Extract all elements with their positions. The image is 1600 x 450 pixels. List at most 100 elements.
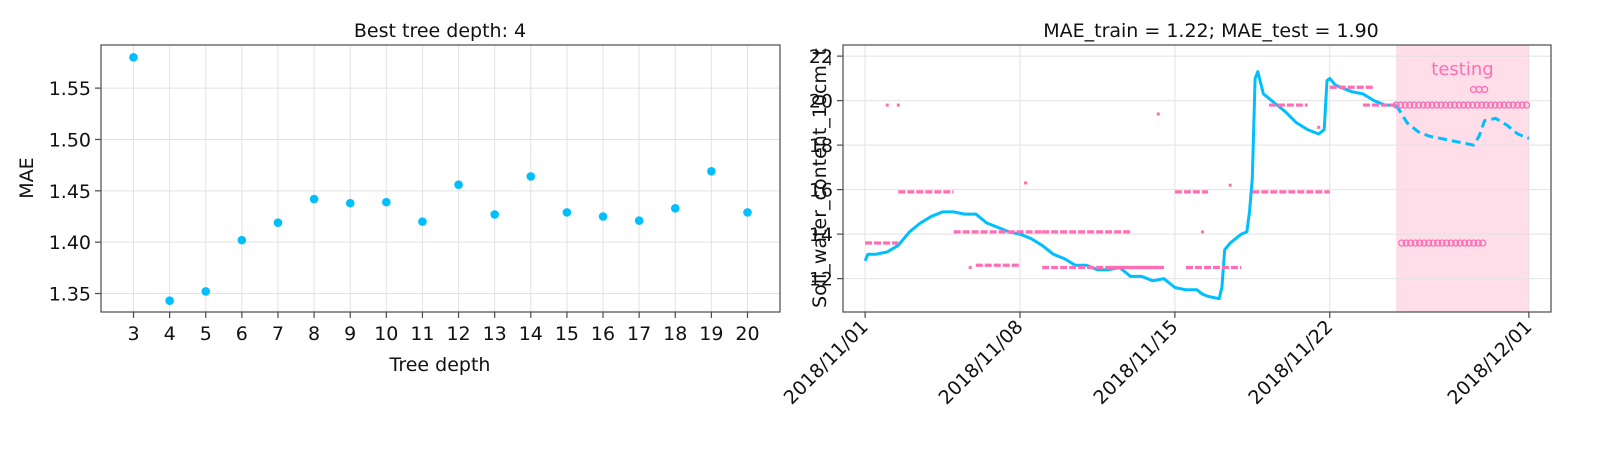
data-point xyxy=(1441,101,1450,109)
data-point xyxy=(1473,101,1481,109)
x-tick-label: 3 xyxy=(127,323,139,345)
axis-ticks: 3 4 5 6 7 8 9 10 11 12 13 14 15 16 17 18 19 20 1.35 1.40 1.4… xyxy=(49,78,760,345)
data-point xyxy=(382,197,391,207)
y-tick-label: 1.45 xyxy=(49,181,91,203)
grid-lines xyxy=(843,45,1551,312)
y-tick-label: 22 xyxy=(809,46,833,68)
data-point xyxy=(1513,101,1522,109)
soil-water-timeseries-chart: MAE_train = 1.22; MAE_test = 1.90 Soil_w… xyxy=(780,20,1552,409)
data-point xyxy=(1156,112,1160,116)
data-point xyxy=(1480,85,1489,94)
data-point xyxy=(1446,101,1454,109)
x-tick-label: 7 xyxy=(272,323,284,345)
x-tick-label: 4 xyxy=(164,323,176,345)
testing-label: testing xyxy=(1431,59,1493,80)
y-axis-label: MAE xyxy=(16,157,38,198)
x-tick-label: 8 xyxy=(308,323,320,345)
y-axis-label: Soil_water_content_10cm_t xyxy=(809,48,831,308)
data-point xyxy=(885,103,889,107)
data-point xyxy=(1410,101,1418,109)
data-point xyxy=(1465,239,1473,247)
y-tick-label: 20 xyxy=(809,91,833,113)
data-point xyxy=(1470,239,1478,247)
y-tick-label: 1.55 xyxy=(49,78,91,100)
data-point xyxy=(309,194,319,204)
data-point xyxy=(129,53,138,62)
series-predicted xyxy=(865,85,1397,270)
data-point xyxy=(1405,101,1414,109)
data-point xyxy=(1482,101,1490,109)
data-point xyxy=(237,235,247,245)
data-point xyxy=(418,217,427,226)
data-point xyxy=(1407,239,1415,247)
data-point xyxy=(634,216,644,225)
plot-frame xyxy=(842,44,1552,313)
x-tick-label: 2018/11/15 xyxy=(1089,316,1182,409)
y-tick-label: 18 xyxy=(809,135,833,157)
chart-title: Best tree depth: 4 xyxy=(354,20,526,42)
y-tick-label: 1.50 xyxy=(49,129,91,151)
data-point xyxy=(1500,101,1508,109)
x-tick-label: 17 xyxy=(627,323,651,345)
data-point xyxy=(1450,101,1459,109)
data-point xyxy=(345,198,355,208)
data-point xyxy=(896,103,900,107)
data-point xyxy=(1398,239,1406,247)
x-tick-label: 6 xyxy=(236,323,248,345)
data-point xyxy=(1452,239,1460,247)
data-point xyxy=(1509,101,1517,109)
data-point xyxy=(1396,101,1405,109)
data-point xyxy=(490,210,499,219)
data-point xyxy=(1468,101,1477,109)
y-tick-label: 14 xyxy=(809,224,833,246)
data-point xyxy=(1201,230,1205,234)
data-point xyxy=(1495,101,1504,109)
data-point xyxy=(273,218,283,227)
data-point xyxy=(1438,239,1446,247)
data-point xyxy=(1447,239,1455,247)
x-tick-label: 2018/11/08 xyxy=(935,316,1028,409)
data-point xyxy=(707,167,716,176)
data-point xyxy=(526,172,536,181)
data-point xyxy=(165,296,174,306)
x-tick-label: 11 xyxy=(410,323,434,345)
x-tick-label: 9 xyxy=(344,323,356,345)
y-tick-label: 1.40 xyxy=(49,232,91,254)
x-tick-label: 10 xyxy=(374,323,398,345)
x-tick-label: 14 xyxy=(519,323,543,345)
data-point xyxy=(1477,101,1486,109)
data-point xyxy=(743,208,752,217)
series-line xyxy=(863,70,1397,301)
testing-region xyxy=(1396,45,1529,312)
data-point xyxy=(1455,101,1463,109)
data-point xyxy=(1317,125,1321,129)
data-point xyxy=(670,203,680,213)
data-point xyxy=(1024,181,1028,185)
grid-lines xyxy=(101,45,780,312)
data-point xyxy=(1432,101,1441,109)
x-tick-label: 15 xyxy=(555,323,579,345)
data-point xyxy=(1456,239,1464,247)
data-point xyxy=(1428,101,1436,109)
data-point xyxy=(1419,101,1427,109)
data-point xyxy=(1491,101,1499,109)
data-point xyxy=(1401,101,1409,109)
data-point xyxy=(1402,239,1410,247)
data-point xyxy=(598,212,608,221)
data-point xyxy=(1461,239,1469,247)
data-point xyxy=(1443,239,1451,247)
data-series xyxy=(863,70,1531,301)
data-point xyxy=(1486,101,1495,109)
data-point xyxy=(1459,101,1468,109)
data-point xyxy=(562,208,572,217)
data-point xyxy=(968,266,972,269)
data-point xyxy=(1479,239,1487,247)
chart-title: MAE_train = 1.22; MAE_test = 1.90 xyxy=(1043,20,1379,42)
data-point xyxy=(1420,239,1428,247)
data-point xyxy=(1414,101,1423,109)
x-tick-label: 2018/11/22 xyxy=(1244,316,1337,409)
x-tick-label: 18 xyxy=(663,323,687,345)
data-point xyxy=(1411,239,1419,247)
data-point xyxy=(1423,101,1432,109)
